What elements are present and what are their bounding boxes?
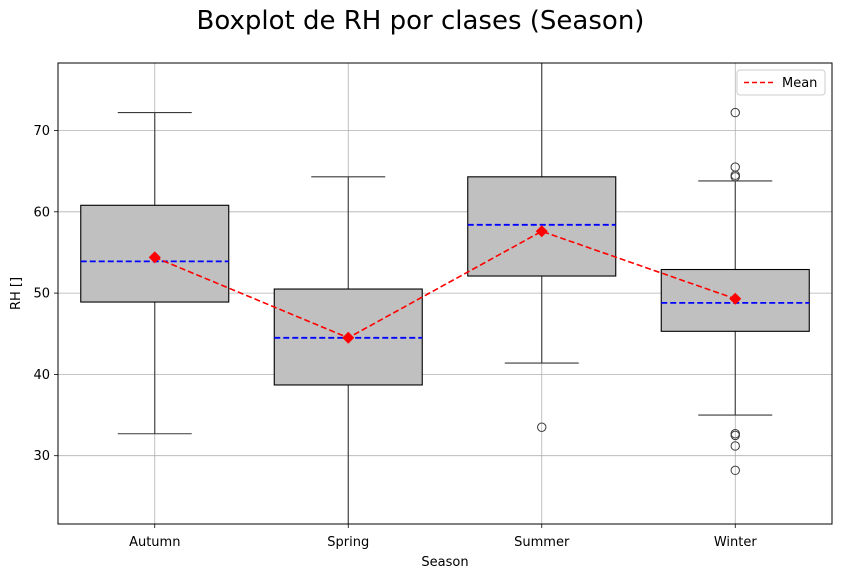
x-tick-label: Winter bbox=[714, 535, 758, 550]
mean-series bbox=[148, 225, 742, 344]
legend-mean-label: Mean bbox=[782, 76, 817, 91]
ticks: 30 40 50 60 70 Autumn Spring Summer Winter bbox=[33, 124, 757, 550]
mean-marker bbox=[148, 251, 161, 264]
plot-area bbox=[57, 62, 833, 525]
x-tick-label: Autumn bbox=[129, 535, 180, 550]
boxes bbox=[80, 62, 810, 525]
outlier-point bbox=[730, 172, 740, 182]
x-axis-label: Season bbox=[421, 555, 468, 570]
mean-marker bbox=[535, 225, 548, 238]
mean-marker bbox=[342, 331, 355, 344]
outlier-point bbox=[730, 441, 740, 451]
outlier-point bbox=[730, 107, 740, 118]
x-tick-label: Spring bbox=[327, 535, 369, 550]
y-tick-label: 60 bbox=[33, 205, 50, 220]
box-group-spring bbox=[273, 176, 423, 525]
chart-title: Boxplot de RH por clases (Season) bbox=[196, 6, 645, 36]
mean-line bbox=[154, 230, 736, 339]
mean-marker bbox=[729, 292, 742, 305]
y-tick-label: 40 bbox=[33, 368, 50, 383]
outlier-point bbox=[730, 430, 740, 441]
x-tick-label: Summer bbox=[514, 535, 570, 550]
y-tick-label: 30 bbox=[33, 449, 50, 464]
outlier-point bbox=[730, 465, 740, 476]
outlier-point bbox=[537, 422, 547, 432]
box-group-autumn bbox=[80, 112, 230, 435]
y-tick-label: 70 bbox=[33, 124, 50, 139]
y-tick-label: 50 bbox=[33, 287, 50, 302]
legend-frame bbox=[736, 69, 826, 96]
y-axis-label: RH [] bbox=[9, 277, 24, 310]
legend: Mean bbox=[736, 69, 826, 96]
